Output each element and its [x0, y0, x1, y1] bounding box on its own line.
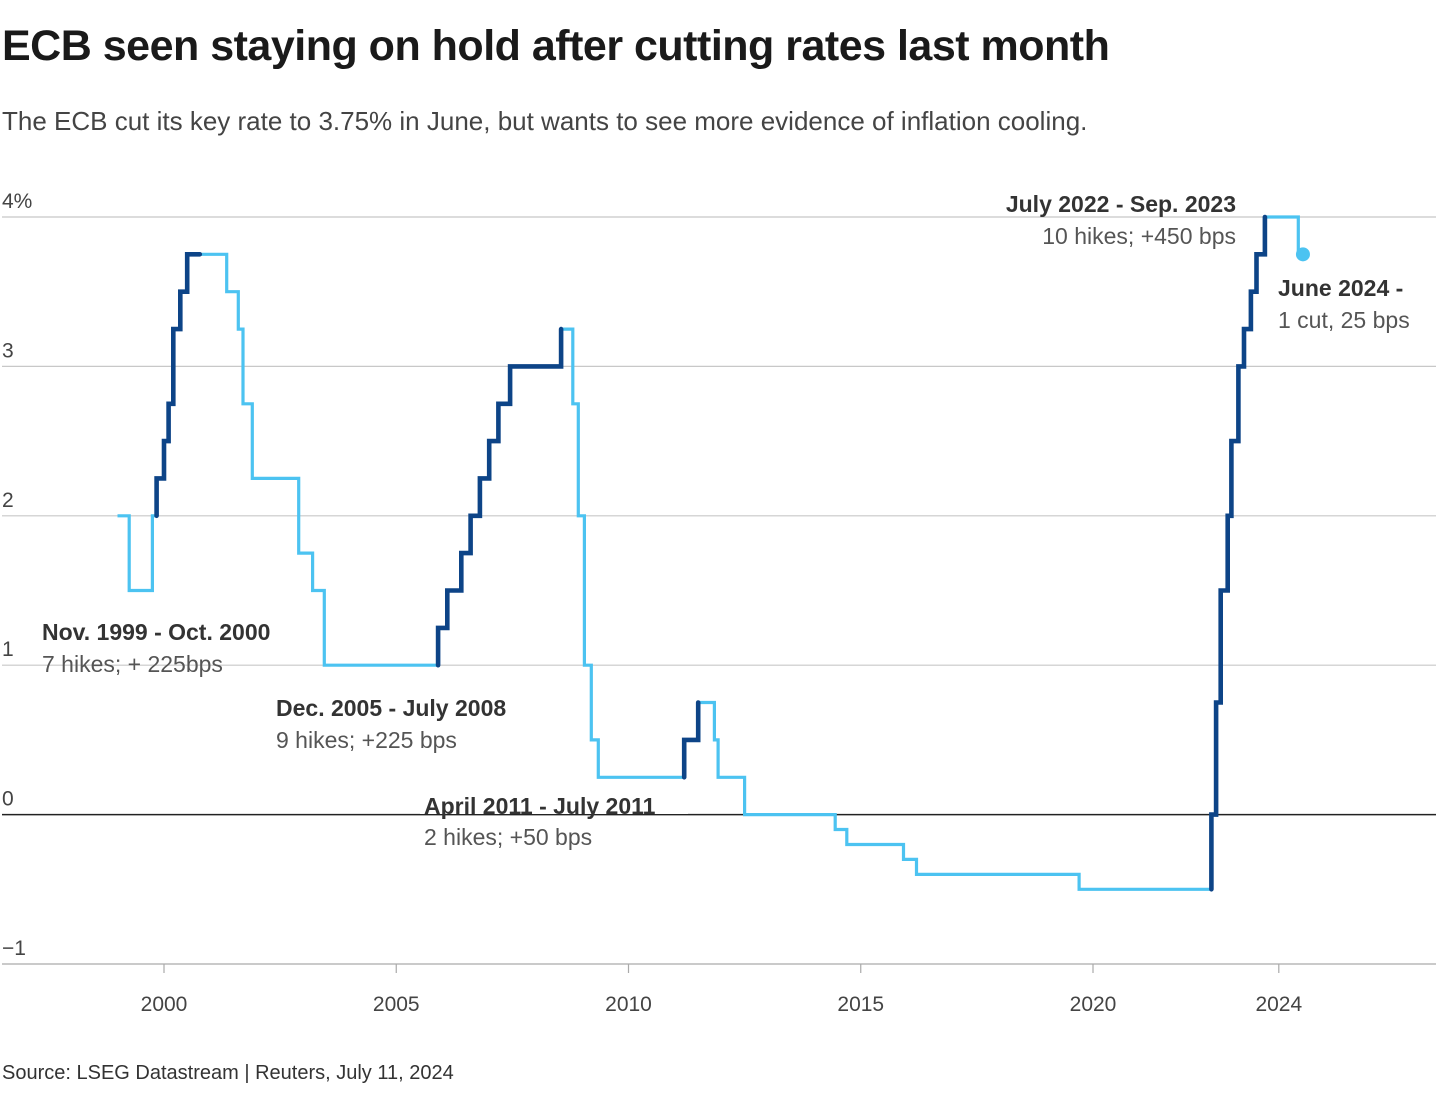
hiking-segment: [1209, 214, 1268, 892]
rate-series: [117, 214, 1310, 892]
annotation-2005-2008: Dec. 2005 - July 2008 9 hikes; +225 bps: [276, 695, 506, 753]
annotation-2011: April 2011 - July 2011 2 hikes; +50 bps: [420, 790, 688, 850]
annotation-detail: 7 hikes; + 225bps: [42, 651, 223, 677]
chart-title: ECB seen staying on hold after cutting r…: [2, 22, 1110, 70]
annotation-title: April 2011 - July 2011: [424, 793, 656, 819]
chart-subtitle: The ECB cut its key rate to 3.75% in Jun…: [2, 106, 1088, 136]
gridlines: 4% 3 2 1 0 −1 2000 2005 2010 2015 2020 2024: [2, 190, 1436, 1016]
y-tick-label: 3: [2, 339, 14, 362]
annotation-detail: 10 hikes; +450 bps: [1042, 223, 1236, 249]
x-tick-label: 2010: [605, 993, 652, 1016]
annotation-detail: 1 cut, 25 bps: [1278, 307, 1410, 333]
annotation-title: July 2022 - Sep. 2023: [1006, 191, 1236, 217]
hiking-segment: [154, 252, 203, 519]
annotations: Nov. 1999 - Oct. 2000 7 hikes; + 225bps …: [42, 191, 1410, 850]
annotation-title: June 2024 -: [1278, 275, 1403, 301]
annotation-2022-2023: July 2022 - Sep. 2023 10 hikes; +450 bps: [1006, 191, 1236, 249]
y-tick-label: 2: [2, 489, 14, 512]
x-tick-label: 2020: [1070, 993, 1117, 1016]
annotation-june-2024: June 2024 - 1 cut, 25 bps: [1278, 275, 1410, 333]
hiking-segment: [435, 326, 564, 668]
source-note: Source: LSEG Datastream | Reuters, July …: [2, 1062, 454, 1084]
y-tick-label: −1: [2, 937, 26, 960]
annotation-title: Dec. 2005 - July 2008: [276, 695, 506, 721]
rate-line: [117, 215, 1303, 891]
hiking-segment: [681, 700, 701, 780]
annotation-title: Nov. 1999 - Oct. 2000: [42, 619, 270, 645]
x-tick-label: 2000: [141, 993, 188, 1016]
y-tick-label: 4%: [2, 190, 32, 213]
annotation-label-backdrop: [420, 790, 688, 814]
annotation-1999-2000: Nov. 1999 - Oct. 2000 7 hikes; + 225bps: [42, 619, 270, 677]
endpoint-marker: [1295, 247, 1310, 262]
x-tick-label: 2005: [373, 993, 420, 1016]
annotation-detail: 2 hikes; +50 bps: [424, 824, 592, 850]
x-tick-label: 2024: [1255, 993, 1302, 1016]
y-tick-label: 0: [2, 788, 14, 811]
x-tick-label: 2015: [837, 993, 884, 1016]
y-tick-label: 1: [2, 638, 14, 661]
annotation-detail: 9 hikes; +225 bps: [276, 727, 457, 753]
